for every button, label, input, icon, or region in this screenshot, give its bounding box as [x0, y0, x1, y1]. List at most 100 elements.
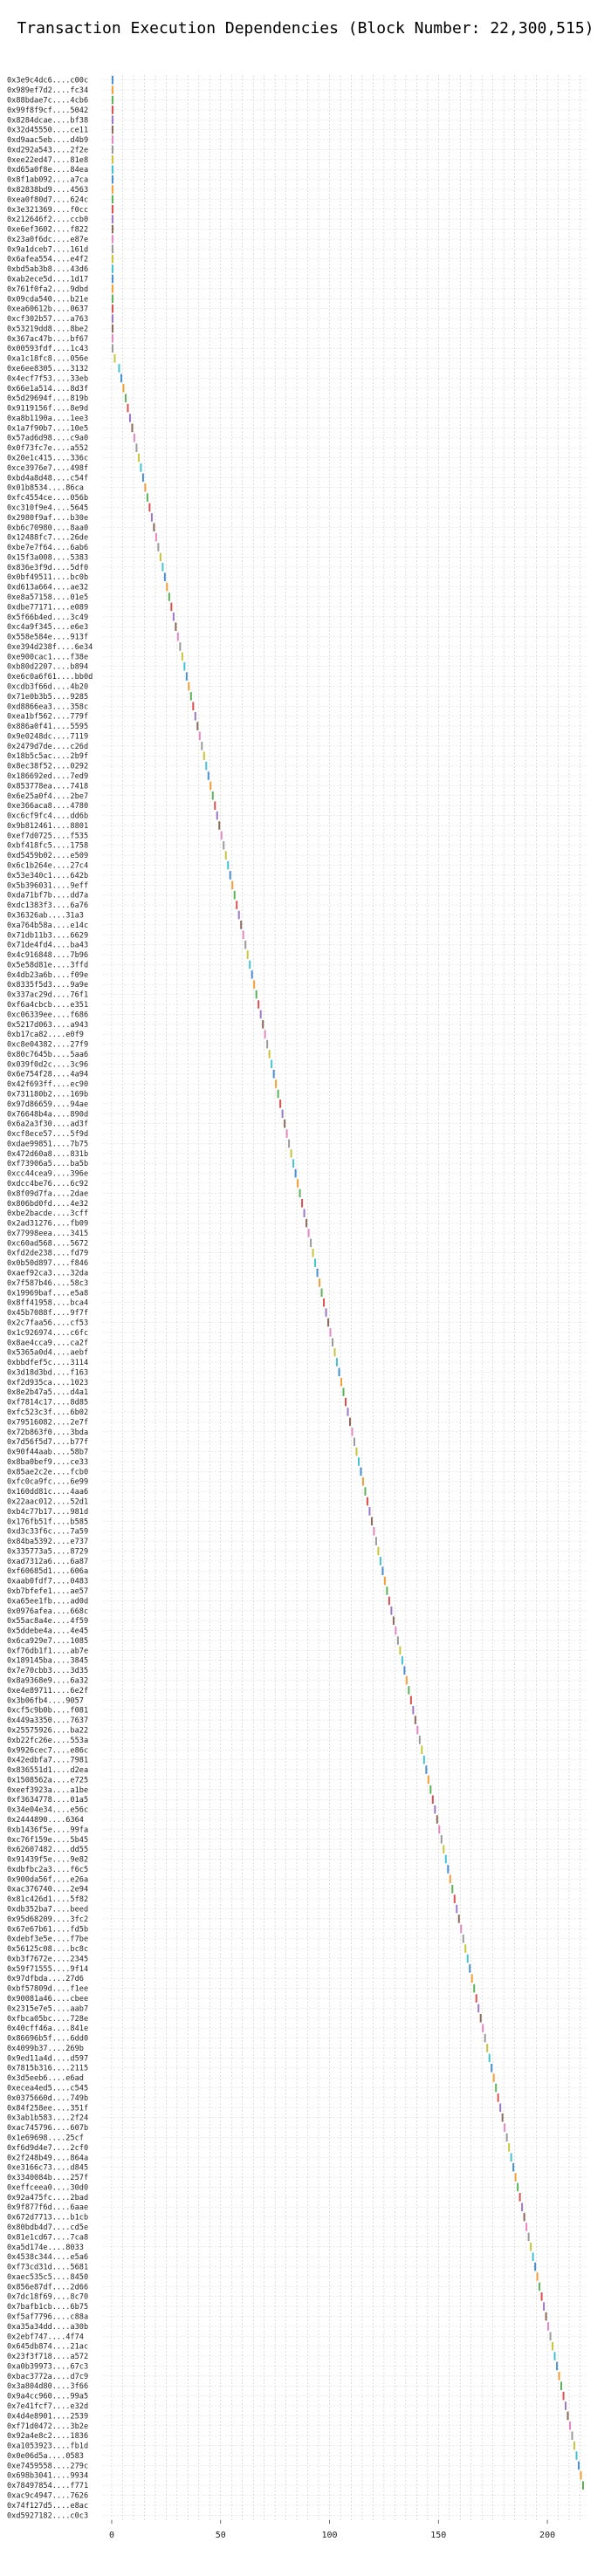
execution-bar — [545, 2312, 547, 2321]
y-tick-label: 0xecea4ed5....c545 — [7, 2085, 88, 2093]
y-tick-label: 0x01b8534....86ca — [7, 484, 84, 493]
execution-bar — [266, 1039, 269, 1049]
execution-bar — [285, 1129, 288, 1138]
y-tick-label: 0xd9aac5eb....d4b9 — [7, 136, 88, 145]
execution-bar — [473, 1983, 476, 1993]
execution-bar — [373, 1526, 375, 1536]
execution-bar — [517, 2182, 519, 2192]
execution-bar — [582, 2481, 585, 2490]
execution-bar — [342, 1387, 345, 1396]
y-tick-label: 0x761f0fa2....9dbd — [7, 285, 88, 294]
execution-bar — [340, 1378, 343, 1387]
execution-bar — [449, 1874, 451, 1884]
y-tick-label: 0x23a0f6dc....e87e — [7, 236, 88, 244]
y-tick-label: 0x90081a46....cbee — [7, 1995, 88, 2004]
execution-bar — [482, 2024, 484, 2032]
execution-bar — [272, 1069, 275, 1079]
execution-bar — [111, 314, 113, 323]
y-tick-label: 0xc6cf9fc4....dd6b — [7, 812, 88, 821]
y-tick-label: 0xe394d238f....6e34 — [7, 643, 93, 652]
execution-bar — [521, 2203, 524, 2211]
y-tick-label: 0x9b812461....8801 — [7, 822, 88, 831]
y-tick-label: 0x2479d7de....c26d — [7, 743, 88, 751]
y-tick-label: 0x039f0d2c....3c96 — [7, 1060, 88, 1069]
execution-bar — [111, 264, 113, 273]
execution-bar — [144, 483, 147, 492]
execution-bar — [571, 2431, 573, 2440]
y-tick-label: 0x9f877f6d....6aae — [7, 2203, 88, 2212]
execution-bar — [297, 1179, 299, 1188]
execution-bar — [111, 284, 113, 293]
execution-bar — [253, 980, 256, 989]
y-tick-label: 0x6ca929e7....1085 — [7, 1637, 88, 1646]
execution-bar — [111, 165, 113, 174]
y-tick-label: 0x42f693ff....ec90 — [7, 1080, 88, 1089]
y-tick-label: 0xac745796....607b — [7, 2124, 88, 2133]
execution-bar — [429, 1785, 432, 1794]
y-tick-label: 0x59f71555....9f14 — [7, 1965, 88, 1974]
execution-bar — [290, 1149, 292, 1158]
y-tick-label: 0xc8e04382....27f9 — [7, 1041, 88, 1050]
execution-bar — [549, 2332, 552, 2341]
execution-bar — [374, 1537, 377, 1545]
y-tick-label: 0xa65ee1fb....ad0d — [7, 1597, 88, 1606]
execution-bar — [469, 1964, 471, 1973]
execution-bar — [325, 1308, 327, 1317]
execution-bar — [408, 1686, 410, 1695]
y-tick-label: 0xe6ef3602....f822 — [7, 226, 88, 235]
y-tick-label: 0x74f127d5....e8ac — [7, 2502, 88, 2511]
execution-bar — [427, 1775, 429, 1785]
execution-bar — [211, 791, 214, 800]
y-tick-label: 0xef7d0725....f535 — [7, 832, 88, 840]
y-tick-label: 0xf6a4cbcb....e351 — [7, 1001, 88, 1010]
y-tick-label: 0x7bafb1cb....6b75 — [7, 2303, 88, 2312]
y-tick-label: 0x7e70cbb3....3d35 — [7, 1667, 88, 1675]
y-tick-label: 0xb4c77b17....981d — [7, 1508, 88, 1517]
execution-bar — [447, 1865, 450, 1874]
y-tick-label: 0xa35a34dd....a30b — [7, 2323, 88, 2332]
execution-bar — [383, 1576, 386, 1586]
y-tick-label: 0x449a3350....7637 — [7, 1716, 88, 1725]
execution-bar — [566, 2411, 569, 2421]
x-tick-label: 200 — [539, 2531, 555, 2540]
y-tick-label: 0xb17ca82....e0f9 — [7, 1031, 84, 1039]
y-tick-label: 0xeef3923a....a1be — [7, 1786, 88, 1795]
execution-bar — [560, 2381, 563, 2391]
y-tick-label: 0x7d56f5d7....b77f — [7, 1438, 88, 1447]
y-tick-label: 0x53e340c1....642b — [7, 872, 88, 880]
execution-bar — [242, 930, 244, 940]
y-tick-label: 0xac376740....2e94 — [7, 1886, 88, 1894]
execution-bar — [146, 493, 148, 502]
execution-bar — [477, 2004, 480, 2013]
execution-bar — [514, 2173, 517, 2182]
y-tick-label: 0x12488fc7....26de — [7, 534, 88, 543]
y-tick-label: 0x79516082....2e7f — [7, 1418, 88, 1427]
y-tick-label: 0x0b50d897....f846 — [7, 1259, 88, 1268]
execution-bar — [523, 2212, 525, 2222]
y-tick-label: 0x160dd81c....4aa6 — [7, 1488, 88, 1497]
y-tick-label: 0x2ad31276....fb09 — [7, 1220, 88, 1229]
execution-bar — [140, 463, 142, 472]
y-tick-label: 0x367ac47b....bf67 — [7, 335, 88, 344]
execution-bar — [390, 1607, 393, 1615]
y-tick-label: 0x2315e7e5....aab7 — [7, 2004, 88, 2013]
execution-bar — [244, 940, 247, 949]
y-tick-label: 0x3ab1b583....2f24 — [7, 2114, 88, 2123]
execution-bar — [505, 2133, 508, 2142]
y-tick-label: 0xfc4554ce....056b — [7, 494, 88, 503]
y-tick-label: 0x672d7713....b1cb — [7, 2214, 88, 2223]
y-tick-label: 0x88bdae7c....4cb6 — [7, 96, 88, 105]
y-tick-label: 0x0f73fc7e....a552 — [7, 444, 88, 453]
y-tick-label: 0xf5af7796....c88a — [7, 2313, 88, 2322]
execution-bar — [264, 1030, 266, 1038]
y-tick-label: 0x81c426d1....5f82 — [7, 1895, 88, 1904]
y-tick-label: 0x5f66b4ed....3c49 — [7, 613, 88, 622]
y-tick-label: 0xb6c70980....8aa0 — [7, 524, 88, 532]
execution-bar — [370, 1517, 373, 1526]
y-tick-label: 0xcf5c9b0b....f081 — [7, 1707, 88, 1716]
y-tick-label: 0xbac3772a....d7c9 — [7, 2373, 88, 2381]
y-tick-label: 0x71de4fd4....ba43 — [7, 942, 88, 950]
y-tick-label: 0x5217d063....a943 — [7, 1021, 88, 1030]
y-tick-label: 0x9a4cc960....99a5 — [7, 2393, 88, 2401]
